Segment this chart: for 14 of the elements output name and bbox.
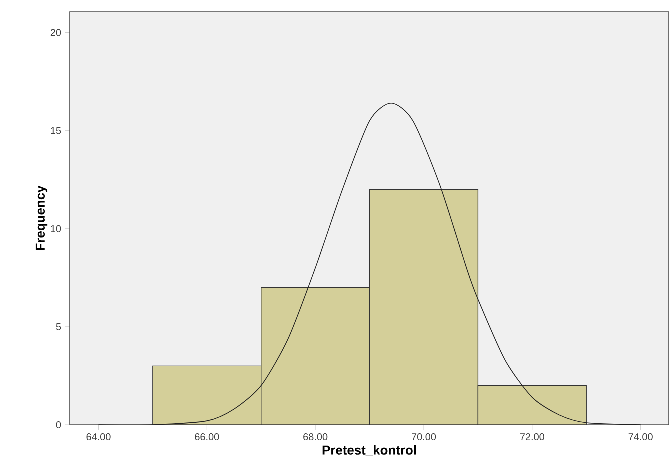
y-tick-label: 20 — [50, 29, 62, 36]
x-tick-label: 68.00 — [304, 434, 328, 441]
x-tick-label: 70.00 — [412, 434, 436, 441]
x-tick-label: 72.00 — [520, 434, 544, 441]
y-tick-label: 10 — [51, 225, 62, 232]
x-tick-label: 66.00 — [195, 434, 220, 441]
y-tick-label: 5 — [56, 323, 62, 330]
line-series — [98, 102, 642, 425]
x-tick-label: 74.00 — [628, 434, 653, 441]
y-axis-title: Frequency — [36, 186, 48, 250]
y-tick-label: 0 — [56, 421, 62, 429]
x-axis-title: Pretest_kontrol — [322, 445, 416, 456]
x-tick-label: 64.00 — [86, 434, 111, 441]
y-tick-label: 15 — [51, 127, 62, 134]
